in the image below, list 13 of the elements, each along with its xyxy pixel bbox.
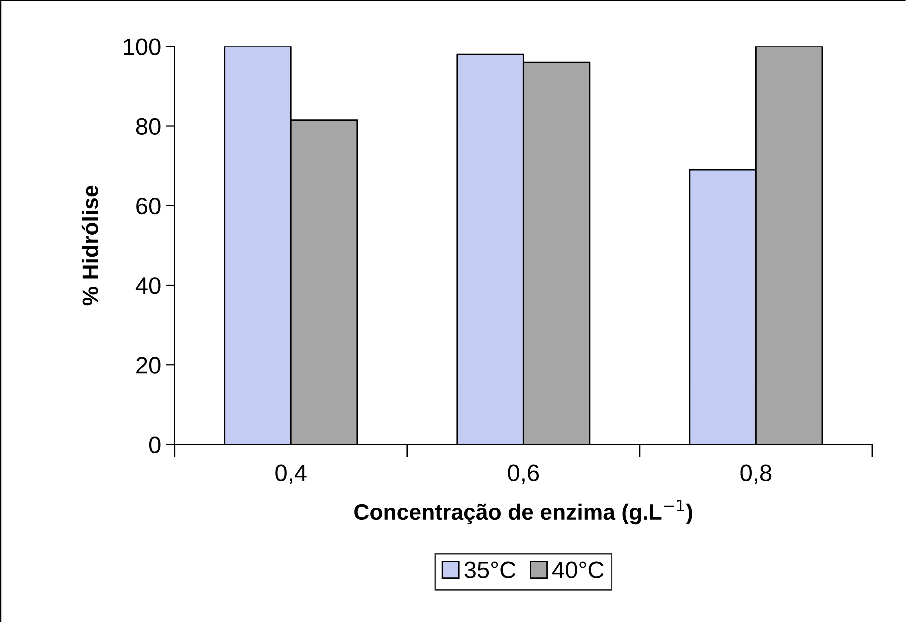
legend-label: 35°C bbox=[464, 562, 516, 578]
y-tick-label: 80 bbox=[136, 118, 161, 136]
x-tick-label: 0,8 bbox=[740, 464, 772, 484]
legend-label: 40°C bbox=[552, 562, 604, 578]
x-tick-label: 0,4 bbox=[276, 464, 307, 484]
y-axis-title: % Hidrólise bbox=[82, 186, 98, 306]
y-tick-label: 60 bbox=[136, 198, 161, 215]
y-tick-label: 0 bbox=[149, 436, 161, 454]
x-axis-title: Concentração de enzima (g.L$^{−1}$) bbox=[354, 500, 692, 525]
y-tick-label: 20 bbox=[136, 357, 161, 374]
x-tick-label: 0,6 bbox=[508, 464, 540, 484]
y-tick-label: 40 bbox=[136, 278, 161, 294]
y-tick-label: 100 bbox=[124, 38, 161, 56]
